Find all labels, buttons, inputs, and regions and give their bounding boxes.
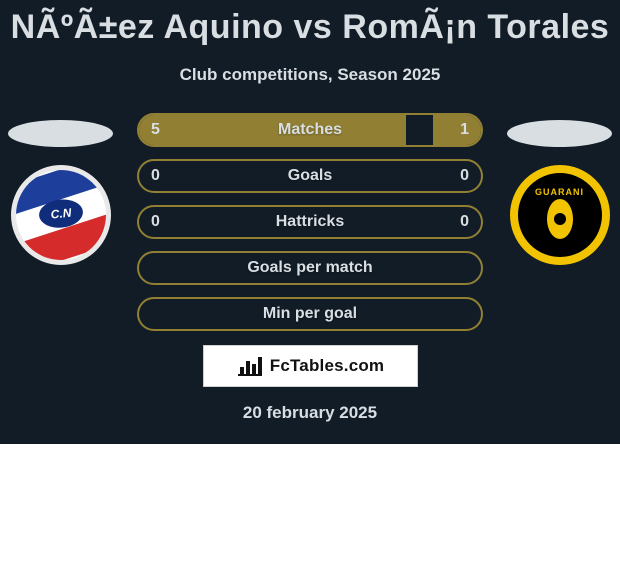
platform-ellipse-left (8, 120, 113, 147)
stats-block: 5 Matches 1 0 Goals 0 0 Hattricks 0 Goal… (137, 113, 483, 331)
brand-box: FcTables.com (203, 345, 418, 387)
stat-label: Matches (139, 121, 481, 139)
left-team-logo: C.N (8, 120, 113, 265)
stat-row-matches: 5 Matches 1 (137, 113, 483, 147)
left-team-badge: C.N (11, 165, 111, 265)
subtitle: Club competitions, Season 2025 (0, 65, 620, 85)
bar-chart-icon (236, 355, 264, 377)
right-team-label: GUARANI (535, 187, 584, 197)
stat-right-value: 0 (460, 167, 469, 185)
page-title: NÃºÃ±ez Aquino vs RomÃ¡n Torales (0, 0, 620, 47)
right-team-logo: GUARANI (507, 120, 612, 265)
stat-label: Hattricks (139, 213, 481, 231)
comparison-card: NÃºÃ±ez Aquino vs RomÃ¡n Torales Club co… (0, 0, 620, 444)
stat-label: Min per goal (139, 305, 481, 323)
platform-ellipse-right (507, 120, 612, 147)
date-label: 20 february 2025 (0, 403, 620, 423)
stat-row-goals: 0 Goals 0 (137, 159, 483, 193)
stat-label: Goals (139, 167, 481, 185)
stat-row-min-per-goal: Min per goal (137, 297, 483, 331)
stat-row-goals-per-match: Goals per match (137, 251, 483, 285)
brand-label: FcTables.com (270, 356, 385, 376)
right-team-ball-icon (547, 199, 573, 239)
stat-label: Goals per match (139, 259, 481, 277)
stat-right-value: 0 (460, 213, 469, 231)
stat-row-hattricks: 0 Hattricks 0 (137, 205, 483, 239)
right-team-badge: GUARANI (510, 165, 610, 265)
stat-right-value: 1 (460, 121, 469, 139)
